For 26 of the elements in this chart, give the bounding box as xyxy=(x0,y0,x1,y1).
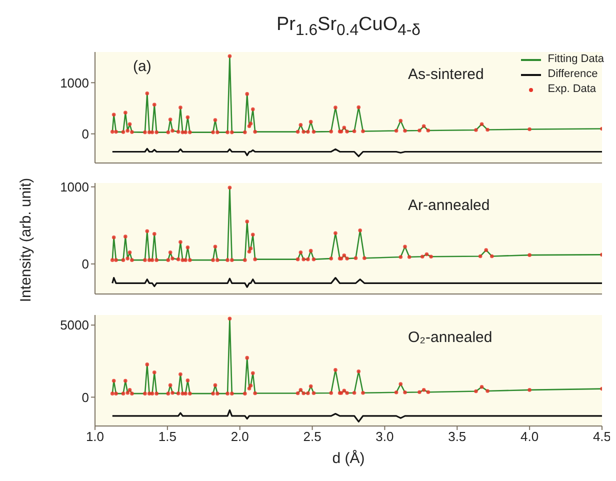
chart-title: Pr$_{1.6}$Sr$_{0.4}$CuO$_{4-δ}$ xyxy=(276,14,422,40)
annotation: As-sintered xyxy=(408,66,484,83)
y-axis-title: Intensity (arb. unit) xyxy=(18,178,34,302)
x-tick-label: 2.5 xyxy=(303,429,322,444)
y-tick-label: 0 xyxy=(82,126,89,142)
x-tick-label: 3.5 xyxy=(448,429,466,444)
x-tick-label: 1.0 xyxy=(86,429,104,444)
line-series xyxy=(112,277,602,288)
x-tick-label: 4.0 xyxy=(520,429,539,444)
x-axis-title: d (Å) xyxy=(331,450,366,467)
line-series xyxy=(112,148,602,158)
annotation: Ar-annealed xyxy=(408,197,490,214)
x-tick-label: 3.0 xyxy=(376,429,394,444)
legend-label: Difference xyxy=(548,67,598,82)
y-tick-label: 1000 xyxy=(60,179,89,194)
annotation: (a) xyxy=(133,58,152,75)
legend-label: Exp. Data xyxy=(548,82,596,97)
line-series xyxy=(112,409,602,422)
y-tick-label: 0 xyxy=(82,390,89,405)
x-tick-label: 2.0 xyxy=(230,429,249,444)
annotation: O₂-annealed xyxy=(408,329,492,346)
y-tick-label: 0 xyxy=(82,256,89,272)
x-tick-label: 1.5 xyxy=(158,429,176,444)
legend-label: Fitting Data xyxy=(548,52,604,67)
y-tick-label: 1000 xyxy=(60,75,89,90)
y-tick-label: 5000 xyxy=(60,318,89,333)
